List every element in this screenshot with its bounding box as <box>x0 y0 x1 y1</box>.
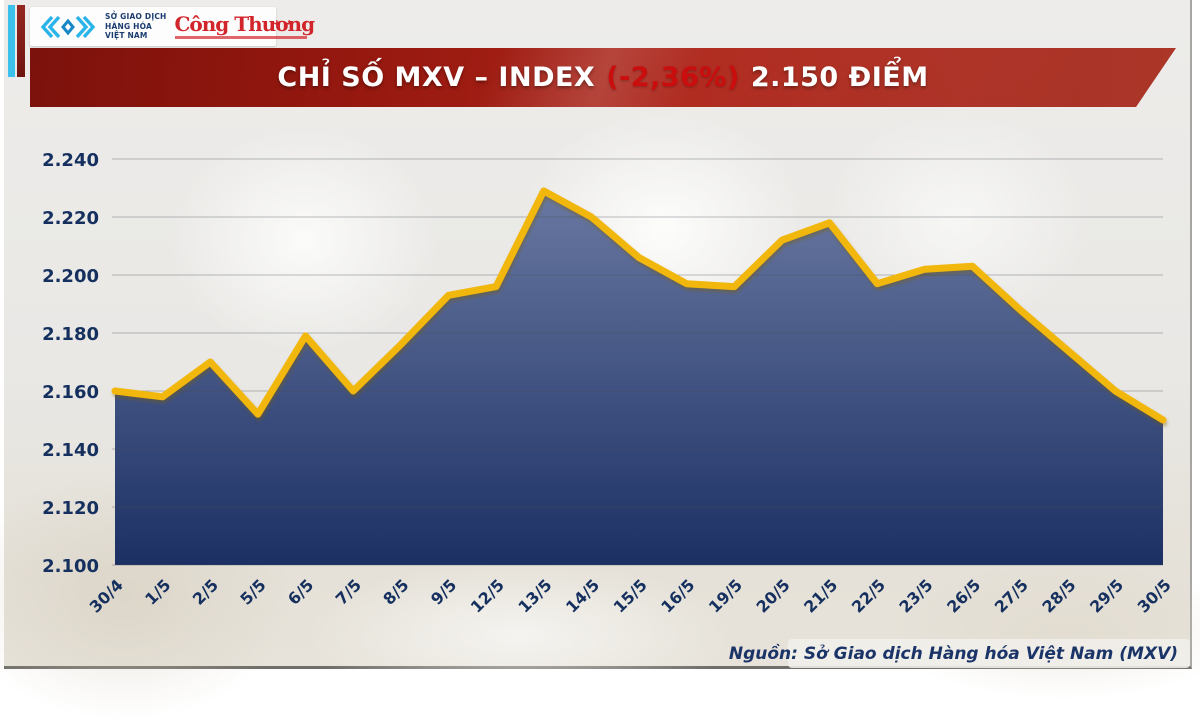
x-tick-label: 30/4 <box>86 575 127 616</box>
x-tick-label: 6/5 <box>284 575 317 608</box>
x-tick-label: 21/5 <box>800 575 841 616</box>
edge-stripe-cyan <box>8 5 15 77</box>
y-tick-label: 2.220 <box>42 208 99 229</box>
x-tick-label: 2/5 <box>189 575 222 608</box>
x-tick-label: 28/5 <box>1038 575 1079 616</box>
y-tick-label: 2.100 <box>42 556 99 577</box>
title-banner: CHỈ SỐ MXV – INDEX (-2,36%) 2.150 ĐIỂM <box>30 48 1176 107</box>
y-tick-label: 2.200 <box>42 266 99 287</box>
x-tick-label: 16/5 <box>657 575 698 616</box>
y-tick-label: 2.120 <box>42 498 99 519</box>
chart-area-fill <box>115 190 1163 565</box>
y-tick-label: 2.160 <box>42 382 99 403</box>
chart-points-value: 2.150 ĐIỂM <box>750 62 929 93</box>
chart-title: CHỈ SỐ MXV – INDEX <box>277 62 596 93</box>
x-tick-label: 15/5 <box>610 575 651 616</box>
chart-change-percent: (-2,36%) <box>606 62 740 93</box>
congthuong-logo: Công Thương <box>174 12 316 39</box>
source-text: Nguồn: Sở Giao dịch Hàng hóa Việt Nam (M… <box>728 643 1178 664</box>
x-tick-label: 12/5 <box>467 575 508 616</box>
x-tick-label: 1/5 <box>141 575 174 608</box>
mxv-org-name: SỞ GIAO DỊCH HÀNG HÓA VIỆT NAM <box>105 11 167 41</box>
y-tick-label: 2.140 <box>42 440 99 461</box>
x-tick-label: 26/5 <box>943 575 984 616</box>
x-tick-label: 9/5 <box>427 575 460 608</box>
source-band: Nguồn: Sở Giao dịch Hàng hóa Việt Nam (M… <box>729 639 1190 668</box>
logo-box: SỞ GIAO DỊCH HÀNG HÓA VIỆT NAM Công Thươ… <box>30 7 315 46</box>
x-tick-label: 5/5 <box>236 575 269 608</box>
x-tick-label: 7/5 <box>332 575 365 608</box>
x-tick-label: 30/5 <box>1134 575 1175 616</box>
x-tick-label: 27/5 <box>991 575 1032 616</box>
mxv-logo-icon <box>39 14 97 40</box>
y-tick-label: 2.240 <box>42 150 99 171</box>
x-tick-label: 19/5 <box>705 575 746 616</box>
x-tick-label: 29/5 <box>1086 575 1127 616</box>
x-tick-label: 13/5 <box>514 575 555 616</box>
x-tick-label: 20/5 <box>753 575 794 616</box>
congthuong-wordmark: Công Thương <box>174 12 316 36</box>
congthuong-tagline-bar <box>174 36 308 39</box>
x-tick-label: 8/5 <box>379 575 412 608</box>
x-tick-label: 14/5 <box>562 575 603 616</box>
edge-stripe-red <box>17 5 25 77</box>
chart-area-layer <box>115 190 1163 565</box>
x-tick-label: 22/5 <box>848 575 889 616</box>
y-tick-label: 2.180 <box>42 324 99 345</box>
x-tick-label: 23/5 <box>895 575 936 616</box>
